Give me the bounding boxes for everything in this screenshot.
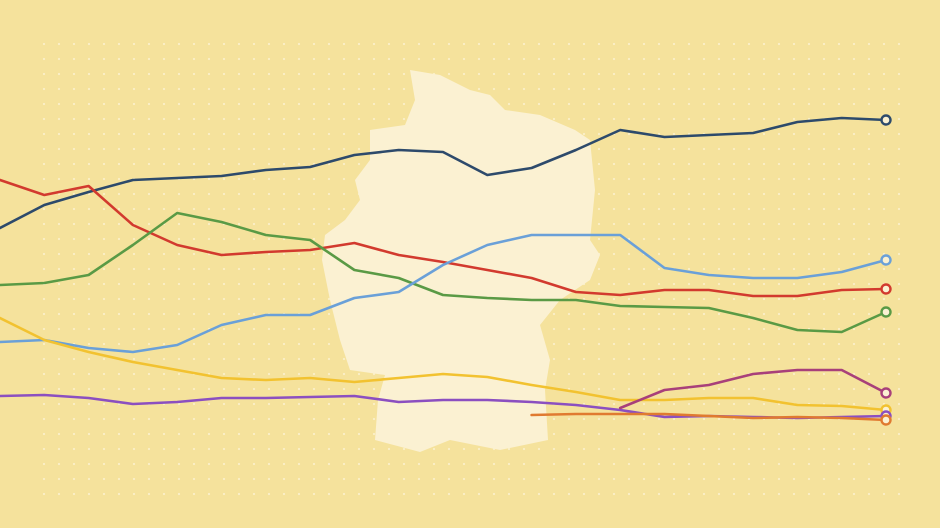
series-line (0, 316, 888, 412)
end-point (880, 387, 892, 399)
end-point (880, 114, 892, 126)
end-point (880, 283, 892, 295)
series-line (618, 368, 888, 410)
end-point (880, 306, 892, 318)
series-line (0, 211, 888, 334)
lines (0, 114, 892, 426)
series-line (530, 412, 888, 422)
end-point (880, 254, 892, 266)
series-line (0, 178, 888, 298)
series-line (0, 116, 888, 230)
germany-map (322, 70, 600, 452)
series-line (0, 233, 888, 354)
end-point (880, 414, 892, 426)
